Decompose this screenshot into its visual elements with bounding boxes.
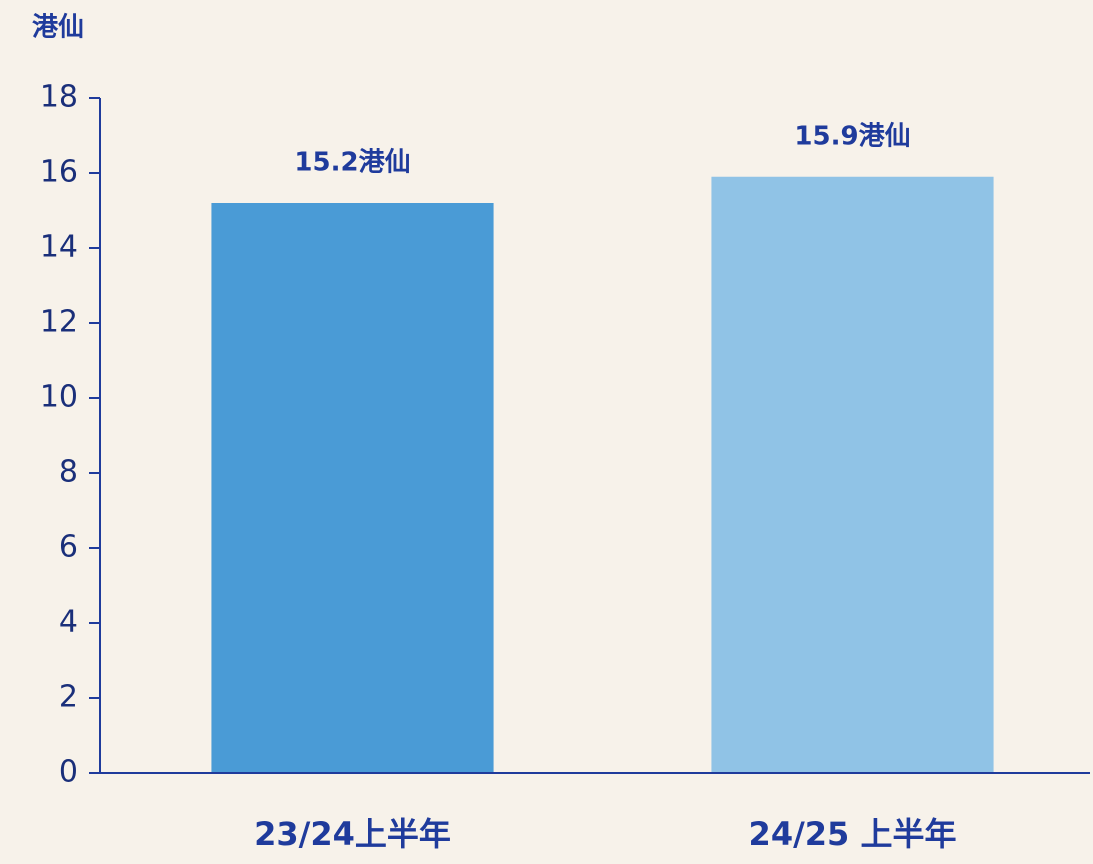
- y-tick-label: 10: [40, 380, 78, 415]
- y-tick-label: 14: [40, 230, 78, 265]
- x-tick-label: 24/25 上半年: [749, 815, 957, 853]
- y-tick-label: 8: [59, 455, 78, 490]
- y-tick-label: 0: [59, 755, 78, 790]
- bar: [711, 176, 994, 773]
- y-axis-label: 港仙: [32, 13, 84, 43]
- x-tick-label: 23/24上半年: [254, 815, 451, 853]
- value-label: 15.2港仙: [294, 148, 410, 178]
- value-label: 15.9港仙: [794, 121, 910, 151]
- y-tick-label: 18: [40, 80, 78, 115]
- bar: [211, 203, 494, 773]
- y-tick-label: 2: [59, 680, 78, 715]
- y-tick-label: 16: [40, 155, 78, 190]
- y-tick-label: 6: [59, 530, 78, 565]
- y-tick-label: 4: [59, 605, 78, 640]
- y-tick-label: 12: [40, 305, 78, 340]
